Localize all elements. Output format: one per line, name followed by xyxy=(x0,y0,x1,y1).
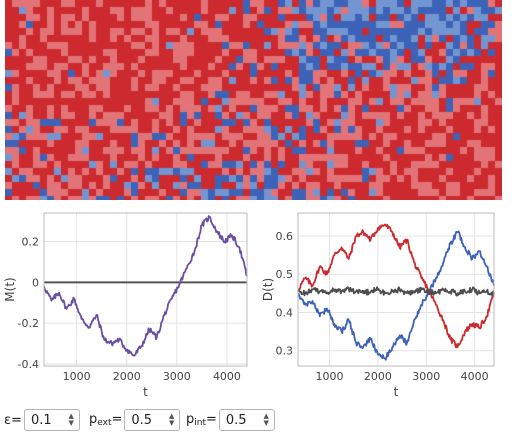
x-tick-label: 2000 xyxy=(113,370,141,383)
y-axis-title: D(t) xyxy=(261,278,275,301)
x-axis-title: t xyxy=(143,385,148,399)
p-ext-control: pext= 0.5 ▲ ▼ xyxy=(89,408,181,432)
increment-icon[interactable]: ▲ xyxy=(169,412,175,420)
y-tick-label: 0.3 xyxy=(276,345,294,358)
increment-icon[interactable]: ▲ xyxy=(263,412,269,420)
decrement-icon[interactable]: ▼ xyxy=(263,419,269,427)
p-ext-label: pext= xyxy=(89,412,123,428)
series-line xyxy=(297,286,495,297)
ticks-layer: 1000 2000 3000 4000 0.3 0.4 0.5 0.6 xyxy=(276,230,489,383)
y-tick-label: 0 xyxy=(32,276,39,289)
decrement-icon[interactable]: ▼ xyxy=(68,419,74,427)
magnetization-plot: 1000 2000 3000 4000 -0.4 -0.2 0 0.2 t M(t) xyxy=(3,212,248,399)
epsilon-control: ε= 0.1 ▲ ▼ xyxy=(4,408,80,432)
x-tick-label: 3000 xyxy=(163,370,191,383)
epsilon-value: 0.1 xyxy=(30,412,52,428)
x-tick-label: 1000 xyxy=(63,370,91,383)
y-tick-label: -0.4 xyxy=(18,358,39,371)
ticks-layer: 1000 2000 3000 4000 -0.4 -0.2 0 0.2 xyxy=(18,236,241,383)
p-ext-value: 0.5 xyxy=(131,412,153,428)
p-int-spinbox[interactable]: 0.5 ▲ ▼ xyxy=(218,409,275,431)
y-tick-label: 0.4 xyxy=(276,306,294,319)
increment-icon[interactable]: ▲ xyxy=(68,412,74,420)
series-line xyxy=(297,223,495,349)
series-line xyxy=(297,230,495,361)
series-line xyxy=(43,215,248,357)
density-plot: 1000 2000 3000 4000 0.3 0.4 0.5 0.6 t D(t) xyxy=(261,212,495,399)
plot-frame xyxy=(297,212,495,367)
parameter-controls: ε= 0.1 ▲ ▼ pext= 0.5 ▲ ▼ pint= 0.5 ▲ xyxy=(0,406,520,435)
x-tick-label: 2000 xyxy=(364,370,392,383)
y-tick-label: 0.5 xyxy=(276,268,294,281)
x-tick-label: 4000 xyxy=(213,370,241,383)
epsilon-label: ε= xyxy=(4,412,22,428)
p-int-control: pint= 0.5 ▲ ▼ xyxy=(186,408,275,432)
decrement-icon[interactable]: ▼ xyxy=(169,419,175,427)
x-axis-title: t xyxy=(394,385,399,399)
x-tick-label: 1000 xyxy=(315,370,343,383)
x-tick-label: 3000 xyxy=(412,370,440,383)
p-int-label: pint= xyxy=(186,412,217,428)
p-ext-spinbox[interactable]: 0.5 ▲ ▼ xyxy=(124,409,181,431)
plot-frame xyxy=(43,212,248,367)
spin-lattice-grid xyxy=(5,0,502,200)
x-tick-label: 4000 xyxy=(461,370,489,383)
y-tick-label: -0.2 xyxy=(18,317,39,330)
epsilon-spinbox[interactable]: 0.1 ▲ ▼ xyxy=(23,409,80,431)
p-int-value: 0.5 xyxy=(225,412,247,428)
data-layer xyxy=(43,215,248,357)
y-tick-label: 0.2 xyxy=(22,236,40,249)
y-tick-label: 0.6 xyxy=(276,230,294,243)
data-layer xyxy=(297,223,495,361)
grid-lines xyxy=(44,213,247,366)
y-axis-title: M(t) xyxy=(3,277,17,301)
